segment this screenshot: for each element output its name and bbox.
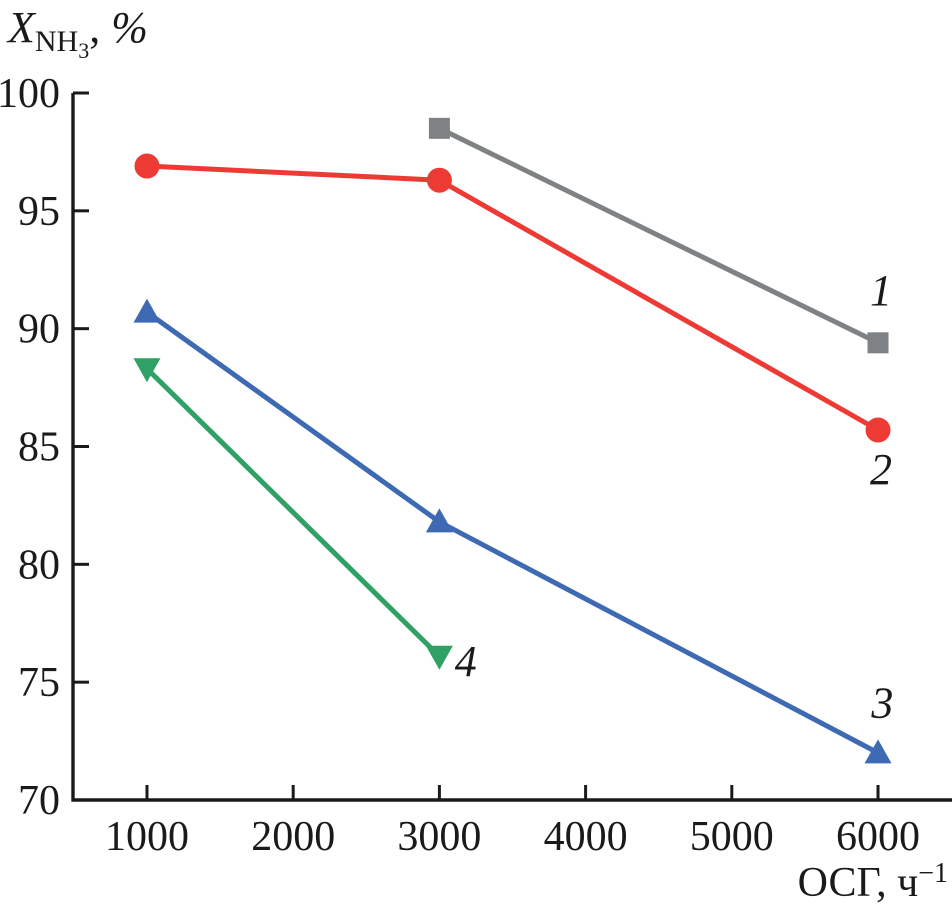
series-1-marker-1 xyxy=(867,332,889,354)
series-label-4: 4 xyxy=(455,637,477,686)
y-tick-label-80: 80 xyxy=(18,542,60,588)
axis-frame xyxy=(71,93,952,802)
series-label-3: 3 xyxy=(870,678,893,727)
series-2-marker-0 xyxy=(134,153,160,179)
y-tick-label-70: 70 xyxy=(18,778,60,824)
x-tick-label-2000: 2000 xyxy=(251,814,335,860)
y-axis-title-symbol: X xyxy=(8,3,35,52)
series-3-marker-2 xyxy=(864,739,892,764)
x-tick-label-6000: 6000 xyxy=(836,814,920,860)
series-4-marker-1 xyxy=(425,645,453,670)
series-label-2: 2 xyxy=(870,445,892,494)
x-axis-title: ОСГ, ч−1 xyxy=(798,858,948,907)
series-label-1: 1 xyxy=(870,266,892,315)
series-2-marker-1 xyxy=(426,167,452,193)
series-2-marker-2 xyxy=(865,417,891,443)
series-3-line xyxy=(145,310,880,756)
x-tick-label-5000: 5000 xyxy=(690,814,774,860)
y-axis-title-separator: , xyxy=(89,3,112,52)
series-4-marker-0 xyxy=(133,358,161,383)
x-tick-label-3000: 3000 xyxy=(397,814,481,860)
series-3-marker-1 xyxy=(425,508,453,533)
x-tick-label-4000: 4000 xyxy=(544,814,628,860)
y-tick-label-100: 100 xyxy=(0,71,60,117)
y-axis-title: XNH3, % xyxy=(8,0,148,79)
x-tick-label-1000: 1000 xyxy=(105,814,189,860)
x-axis-title-text: ОСГ, ч xyxy=(797,860,919,906)
series-1-line xyxy=(438,126,880,346)
y-tick-label-95: 95 xyxy=(18,189,60,235)
x-axis-title-exponent: −1 xyxy=(918,858,948,889)
y-tick-label-75: 75 xyxy=(18,660,60,706)
series-3-marker-0 xyxy=(133,298,161,323)
y-tick-label-85: 85 xyxy=(18,425,60,471)
series-4-line xyxy=(145,366,442,659)
series-1-marker-0 xyxy=(428,117,450,139)
y-axis-title-percent: % xyxy=(111,3,148,52)
y-axis-title-subscript: NH3 xyxy=(34,25,90,63)
y-tick-label-90: 90 xyxy=(18,307,60,353)
